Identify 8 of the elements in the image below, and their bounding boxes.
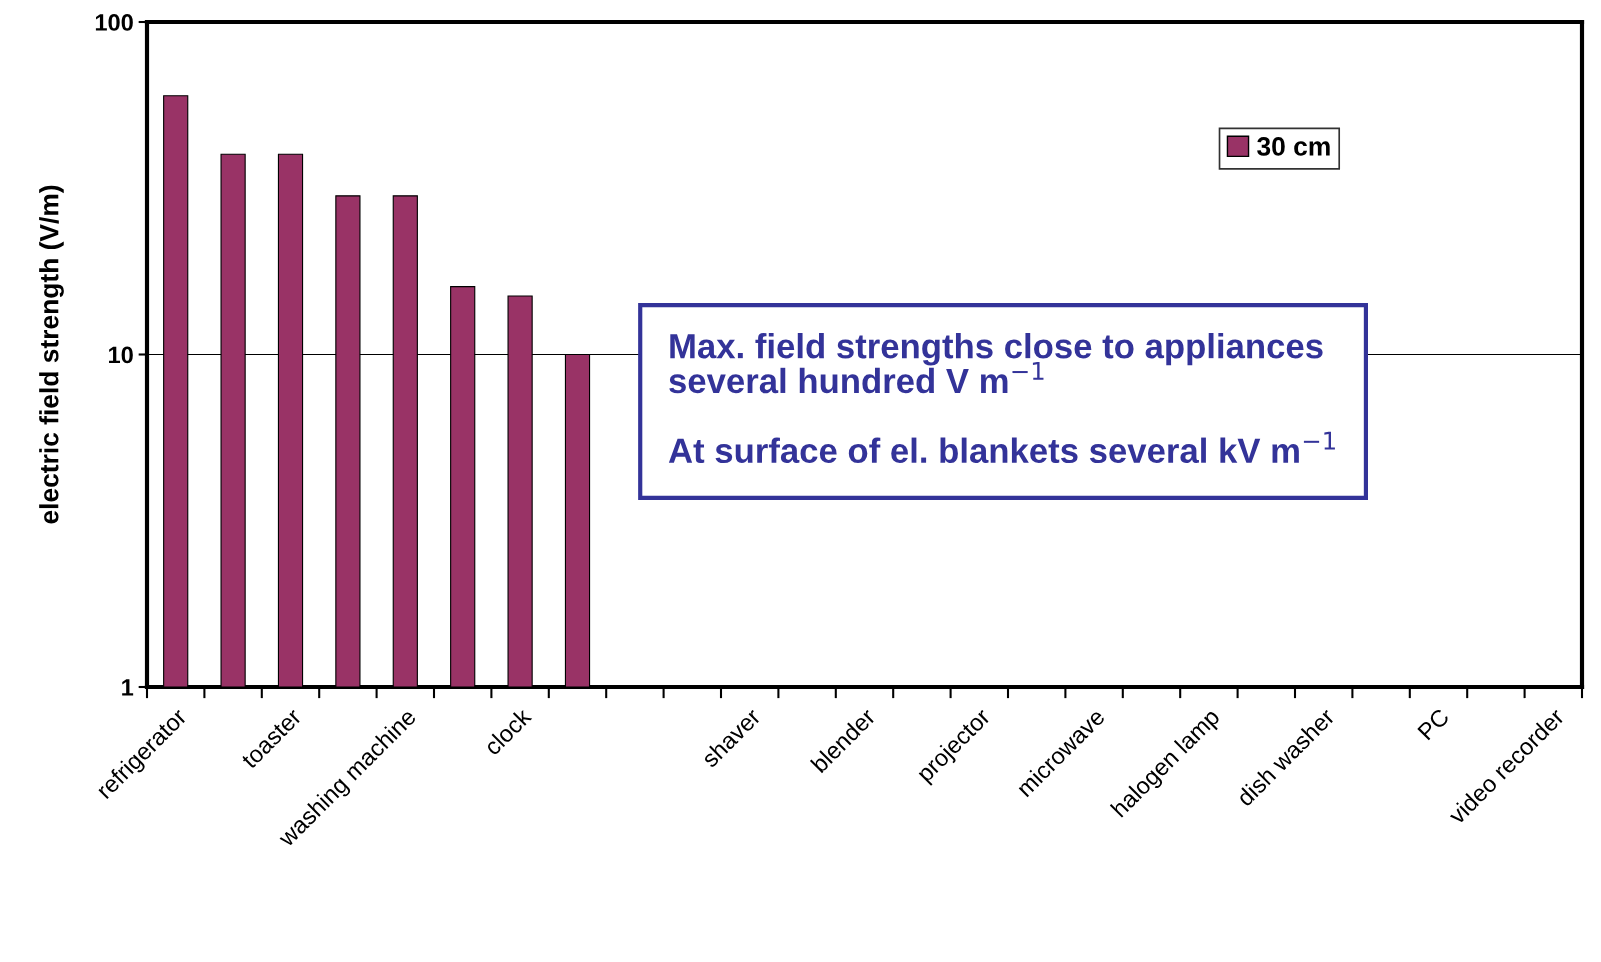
y-tick-label: 1	[122, 679, 134, 696]
x-tick-label: PC	[1417, 707, 1451, 741]
legend-label: 30 cm	[1257, 137, 1330, 156]
y-tick-label: 10	[109, 346, 133, 364]
annotation: At surface of el. blankets several kV m$^{−1}$	[668, 431, 1335, 464]
y-tick-label: 100	[95, 14, 133, 31]
y-axis-title: electric field strength (V/m)	[39, 185, 64, 524]
annotation: Max. field strengths close to appliances several hundred V m$^{−1}$	[669, 333, 1323, 394]
